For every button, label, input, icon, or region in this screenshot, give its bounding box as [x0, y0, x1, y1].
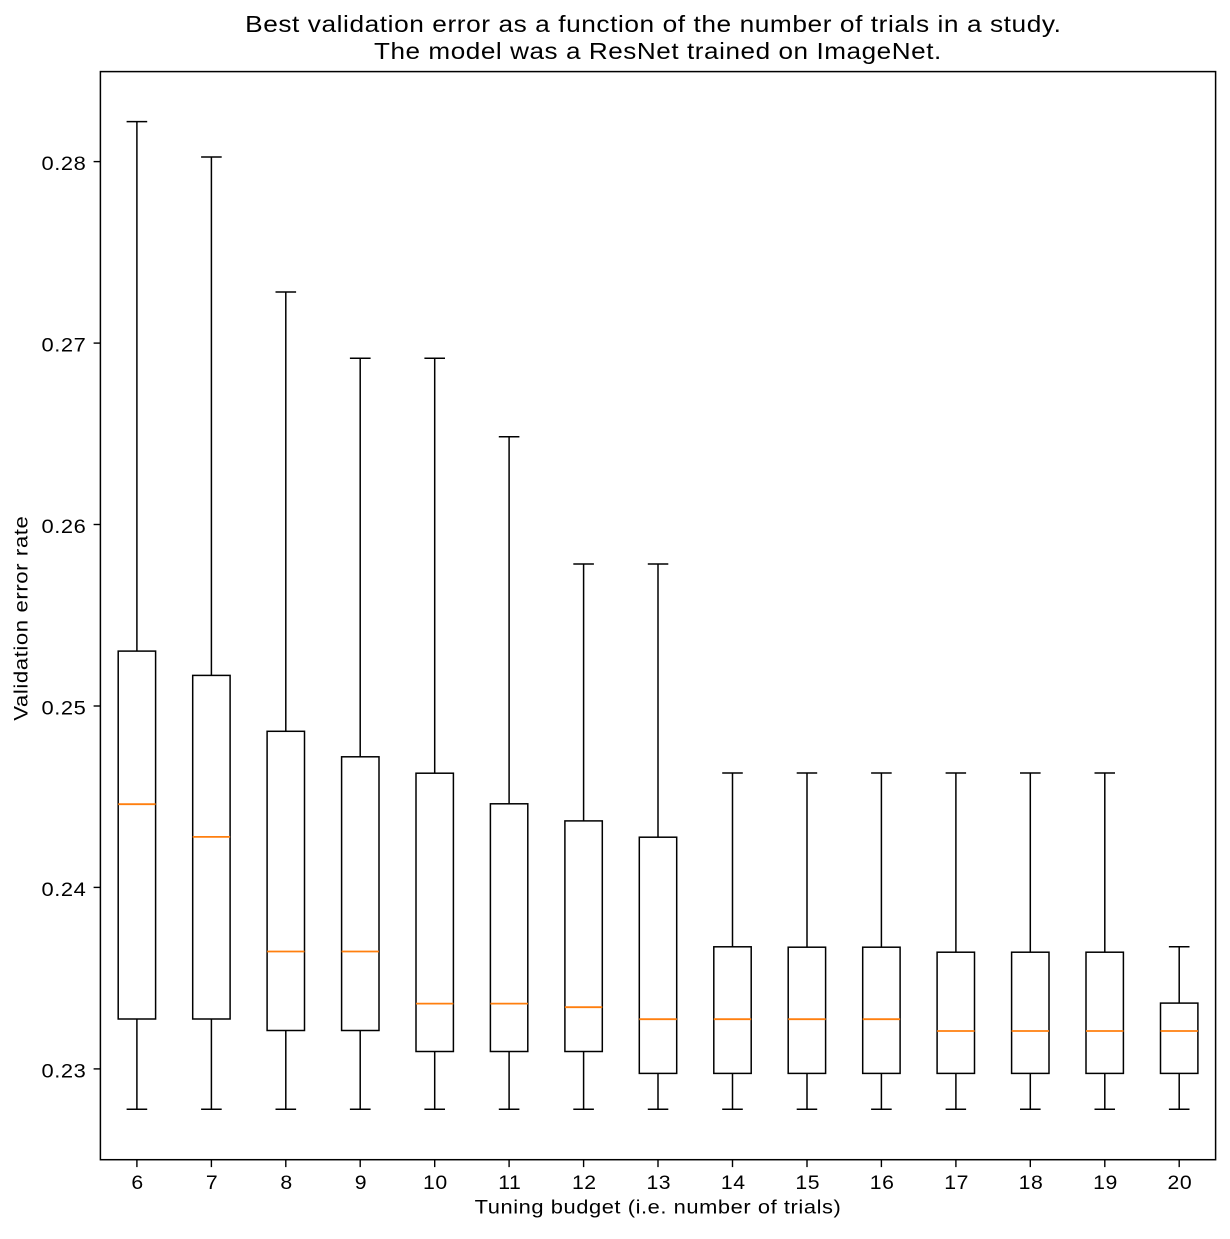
svg-text:8: 8 — [280, 1173, 292, 1194]
svg-text:0.27: 0.27 — [41, 335, 86, 357]
svg-text:7: 7 — [206, 1173, 218, 1194]
svg-text:11: 11 — [498, 1173, 521, 1194]
svg-text:10: 10 — [423, 1173, 448, 1194]
svg-text:6: 6 — [131, 1173, 143, 1194]
svg-text:17: 17 — [944, 1173, 969, 1194]
svg-text:0.24: 0.24 — [41, 879, 86, 901]
svg-text:Validation error rate: Validation error rate — [11, 516, 32, 721]
svg-text:12: 12 — [572, 1173, 597, 1194]
svg-text:13: 13 — [646, 1173, 671, 1194]
svg-text:Best validation error as a fun: Best validation error as a function of t… — [245, 12, 1061, 37]
svg-text:The model was a ResNet trained: The model was a ResNet trained on ImageN… — [374, 39, 942, 64]
svg-text:0.26: 0.26 — [41, 516, 86, 538]
svg-text:14: 14 — [721, 1173, 746, 1194]
svg-text:20: 20 — [1168, 1173, 1193, 1194]
svg-text:16: 16 — [870, 1173, 895, 1194]
svg-text:0.28: 0.28 — [41, 153, 86, 175]
svg-text:15: 15 — [795, 1173, 820, 1194]
svg-text:0.25: 0.25 — [41, 698, 86, 720]
svg-text:9: 9 — [355, 1173, 367, 1194]
svg-text:18: 18 — [1019, 1173, 1044, 1194]
svg-text:19: 19 — [1093, 1173, 1118, 1194]
svg-text:Tuning budget (i.e. number of: Tuning budget (i.e. number of trials) — [475, 1197, 842, 1219]
svg-text:0.23: 0.23 — [41, 1061, 86, 1083]
